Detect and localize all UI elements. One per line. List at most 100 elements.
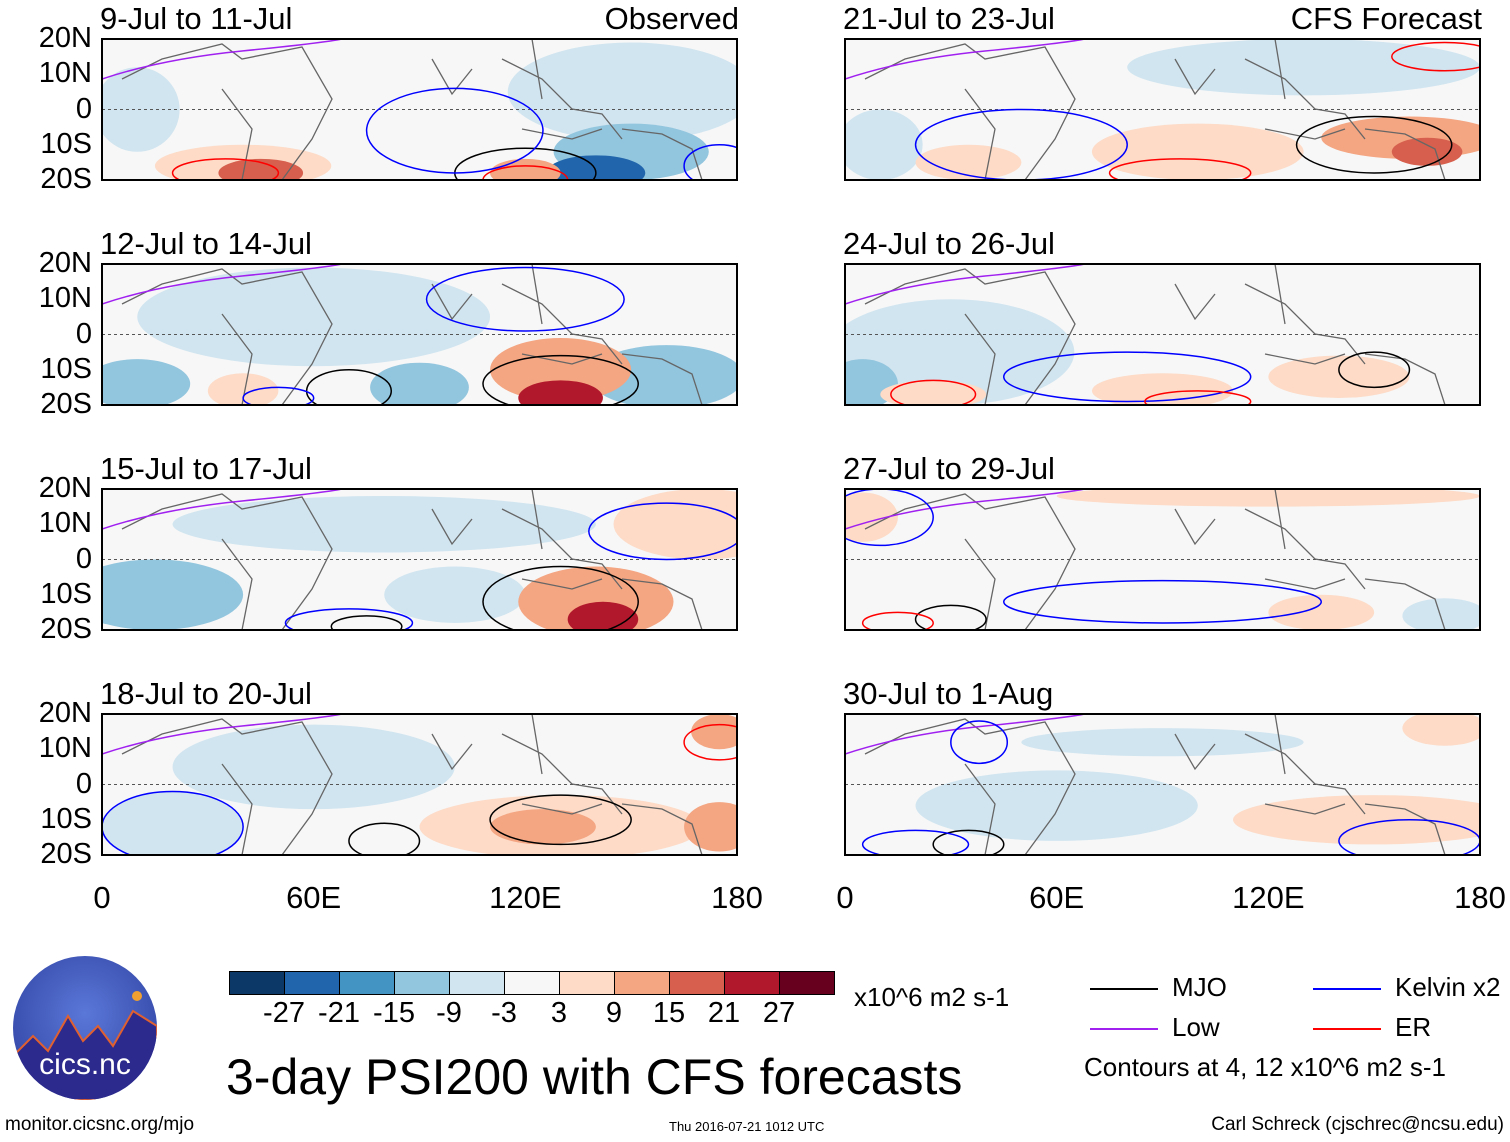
lat-tick-label: 20N xyxy=(38,247,92,279)
mjo-contour xyxy=(1295,115,1453,174)
mjo-contour xyxy=(330,615,403,630)
er-contour xyxy=(482,165,569,180)
anomaly-shading xyxy=(1402,714,1480,746)
lat-tick-label: 20N xyxy=(38,697,92,729)
kelvin-contour xyxy=(950,720,1009,765)
lat-tick-label: 0 xyxy=(75,317,92,350)
anomaly-shading xyxy=(172,724,455,810)
lat-tick-label: 0 xyxy=(75,92,92,125)
legend-label: Low xyxy=(1172,1012,1220,1042)
map-plot xyxy=(101,38,738,181)
map-panel: 9-Jul to 11-Jul Observed 20N 10N 0 10S 20S xyxy=(39,1,739,194)
anomaly-shading xyxy=(102,791,244,855)
anomaly-shading xyxy=(880,380,987,405)
legend-label: Kelvin x2 xyxy=(1395,972,1501,1002)
lon-tick-label: 60E xyxy=(1029,880,1085,915)
kelvin-contour xyxy=(1003,351,1252,403)
colorbar-label: -9 xyxy=(436,997,462,1029)
anomaly-shading xyxy=(845,299,1075,405)
anomaly-shading xyxy=(1268,355,1410,398)
map-panel: 21-Jul to 23-Jul CFS Forecast xyxy=(843,1,1482,181)
colorbar-label: -3 xyxy=(491,997,517,1029)
anomaly-shading xyxy=(518,380,603,405)
panel-label: Observed xyxy=(604,1,739,36)
colorbar-label: -27 xyxy=(263,997,305,1029)
kelvin-contour xyxy=(365,87,544,174)
lat-tick-label: 0 xyxy=(75,542,92,575)
map-plot xyxy=(101,488,738,631)
map-panel: 30-Jul to 1-Aug xyxy=(843,676,1481,856)
lon-tick-label: 120E xyxy=(1232,880,1305,915)
mjo-contour xyxy=(489,794,632,846)
anomaly-shading xyxy=(507,42,737,142)
er-contour xyxy=(1144,390,1252,405)
lat-tick-label: 10S xyxy=(40,127,92,160)
colorbar-label: 27 xyxy=(762,997,796,1029)
lat-tick-label: 20N xyxy=(38,472,92,504)
anomaly-shading xyxy=(613,489,737,560)
colorbar-label: 3 xyxy=(550,997,568,1029)
kelvin-contour xyxy=(284,608,414,630)
lat-tick-label: 20S xyxy=(40,613,92,645)
panel-title: 21-Jul to 23-Jul xyxy=(843,1,1055,36)
map-panel: 27-Jul to 29-Jul xyxy=(843,451,1481,631)
colorbar-swatch xyxy=(560,972,615,994)
kelvin-contour xyxy=(914,108,1128,180)
map-panel: 24-Jul to 26-Jul xyxy=(843,226,1481,406)
low-contour xyxy=(102,264,343,305)
anomaly-shading xyxy=(1268,594,1375,630)
er-contour xyxy=(171,158,280,180)
lat-tick-label: 20N xyxy=(38,22,92,54)
colorbar-swatch xyxy=(670,972,725,994)
colorbar-swatch xyxy=(450,972,505,994)
colorbar-label: 15 xyxy=(652,997,686,1029)
lon-tick-label: 60E xyxy=(286,880,342,915)
lon-tick-label: 0 xyxy=(93,880,111,915)
lat-tick-label: 10N xyxy=(38,57,92,90)
colorbar-units: x10^6 m2 s-1 xyxy=(854,982,1010,1012)
lat-tick-label: 20S xyxy=(40,838,92,870)
kelvin-contour xyxy=(588,502,737,561)
legend-label: ER xyxy=(1395,1012,1432,1042)
lat-tick-label: 10S xyxy=(40,577,92,610)
anomaly-shading xyxy=(207,373,279,405)
legend-line xyxy=(1090,1028,1158,1030)
colorbar-swatch xyxy=(395,972,450,994)
lat-tick-label: 20S xyxy=(40,388,92,420)
panel-title: 27-Jul to 29-Jul xyxy=(843,451,1055,486)
anomaly-shading xyxy=(567,601,639,630)
map-plot xyxy=(844,488,1481,631)
kelvin-contour xyxy=(861,829,970,855)
kelvin-contour xyxy=(102,790,244,855)
panel-label: CFS Forecast xyxy=(1290,1,1482,36)
panel-title: 30-Jul to 1-Aug xyxy=(843,676,1054,711)
lat-tick-label: 20S xyxy=(40,163,92,195)
low-contour xyxy=(845,39,1086,80)
low-contour xyxy=(845,489,1086,530)
colorbar xyxy=(229,971,835,995)
legend-line xyxy=(1313,1028,1381,1030)
timestamp: Thu 2016-07-21 1012 UTC xyxy=(669,1119,825,1134)
legend-line xyxy=(1313,988,1381,990)
kelvin-contour xyxy=(242,386,315,405)
anomaly-shading xyxy=(845,492,898,542)
low-contour xyxy=(845,714,1086,755)
map-panel: 18-Jul to 20-Jul 20N 10N 0 10S 20S xyxy=(39,676,738,869)
footer-url[interactable]: monitor.cicsnc.org/mjo xyxy=(5,1114,195,1135)
er-contour xyxy=(1108,158,1252,180)
anomaly-shading xyxy=(490,338,632,402)
map-plot xyxy=(844,713,1481,856)
colorbar-swatch xyxy=(285,972,340,994)
anomaly-shading xyxy=(102,67,180,152)
low-contour xyxy=(845,264,1086,305)
colorbar-swatch xyxy=(780,972,834,994)
lat-tick-label: 10N xyxy=(38,732,92,765)
er-contour xyxy=(683,723,737,761)
anomaly-shading xyxy=(102,359,191,405)
mjo-contour xyxy=(348,822,421,855)
anomaly-shading xyxy=(1402,598,1480,630)
low-contour xyxy=(102,39,343,80)
lon-tick-label: 180 xyxy=(1454,880,1506,915)
lat-tick-label: 10S xyxy=(40,802,92,835)
anomaly-shading xyxy=(845,109,923,180)
